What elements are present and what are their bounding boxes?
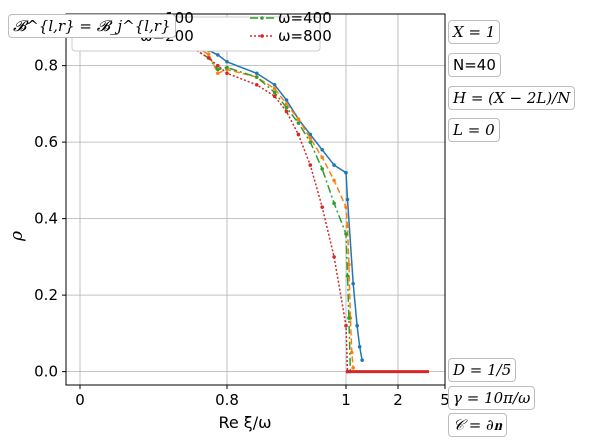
data-point [308, 163, 313, 167]
annotation-x-text: X = 1 [453, 23, 496, 41]
data-point [284, 105, 289, 110]
series-1 [78, 29, 364, 362]
data-point [308, 136, 313, 141]
plot-frame [65, 13, 446, 386]
annotation-h: H = (X − 2L)/N [448, 86, 576, 110]
data-point [344, 205, 348, 209]
series-line [80, 29, 354, 368]
annotation-gamma: γ = 10π/ω [448, 386, 536, 410]
y-tick-label: 0.2 [34, 286, 58, 304]
data-point [216, 71, 220, 76]
data-point [320, 155, 325, 160]
data-point [254, 75, 259, 79]
x-axis-label: Re ξ/ω [218, 413, 271, 432]
legend-title: 𝓑^{l,r} = 𝓑_j^{l,r} [13, 17, 171, 35]
legend-label: ω=800 [278, 27, 332, 45]
annotation-d: D = 1/5 [448, 358, 517, 382]
data-point [225, 65, 229, 70]
y-tick-label: 0.8 [34, 57, 58, 75]
data-point [360, 358, 364, 362]
data-point [272, 86, 277, 91]
data-point [349, 350, 354, 355]
data-point [355, 323, 359, 328]
series-2 [78, 28, 355, 370]
data-point [216, 63, 220, 68]
data-point [206, 56, 211, 60]
series-line [79, 27, 349, 372]
annotation-h-text: H = (X − 2L)/N [453, 89, 571, 107]
data-point [308, 132, 313, 137]
series-line [79, 32, 352, 372]
annotation-l: L = 0 [448, 118, 500, 142]
data-point [272, 94, 277, 99]
data-point [332, 178, 336, 183]
annotation-n: N=40 [448, 53, 501, 77]
x-tick-label: 1 [341, 391, 351, 409]
data-point [347, 316, 351, 320]
data-point [332, 163, 336, 167]
data-point [357, 344, 362, 349]
y-axis-label: ρ [7, 231, 27, 242]
x-tick-label: 2 [393, 391, 403, 409]
annotation-c: 𝒞 = ∂𝐧 [448, 413, 507, 437]
data-point [332, 201, 336, 206]
data-point [225, 60, 229, 64]
series-group [78, 26, 429, 374]
data-point [351, 365, 355, 370]
data-point [284, 102, 289, 106]
data-point [272, 90, 277, 95]
y-axis: 0.0 0.2 0.4 0.6 0.8 [34, 57, 66, 381]
x-tick-label: 5 [440, 391, 450, 409]
data-point [351, 281, 355, 286]
series-3 [78, 31, 353, 374]
data-point [347, 262, 351, 267]
data-point [332, 255, 336, 259]
annotation-x: X = 1 [448, 20, 501, 44]
y-tick-label: 0.6 [34, 133, 58, 151]
data-point [296, 132, 301, 137]
y-tick-label: 0.0 [34, 363, 58, 381]
data-point [284, 98, 289, 102]
data-point [284, 109, 289, 114]
series-4 [78, 26, 350, 374]
annotation-c-text: 𝒞 = ∂𝐧 [453, 416, 502, 434]
data-point [308, 140, 313, 144]
data-point [320, 147, 325, 152]
data-point [216, 67, 220, 72]
legend-marker [260, 34, 264, 38]
series-line [80, 30, 363, 361]
legend-label: ω=400 [278, 9, 332, 27]
data-point [254, 71, 259, 76]
annotation-gamma-text: γ = 10π/ω [453, 389, 531, 407]
x-axis: 0 0.8 1 2 5 [75, 385, 450, 409]
data-point [272, 82, 277, 87]
data-point [216, 53, 220, 57]
data-point [345, 274, 350, 278]
y-tick-label: 0.4 [34, 210, 58, 228]
data-point [345, 224, 350, 229]
legend-title-box: 𝓑^{l,r} = 𝓑_j^{l,r} [8, 14, 176, 38]
x-tick-label: 0.8 [215, 391, 239, 409]
data-point [344, 170, 348, 175]
data-point [320, 167, 325, 171]
annotation-n-text: N=40 [453, 56, 496, 74]
data-point [206, 52, 211, 56]
data-point [296, 121, 301, 125]
data-point [344, 323, 348, 328]
data-point [320, 205, 325, 209]
annotation-l-text: L = 0 [453, 121, 495, 139]
annotation-d-text: D = 1/5 [453, 361, 512, 379]
data-point [225, 71, 229, 76]
legend-marker [260, 16, 264, 20]
data-point [296, 117, 301, 121]
x-tick-label: 0 [75, 391, 85, 409]
data-point [345, 197, 350, 202]
grid [66, 14, 446, 385]
data-point [254, 82, 259, 87]
data-point [344, 232, 348, 236]
